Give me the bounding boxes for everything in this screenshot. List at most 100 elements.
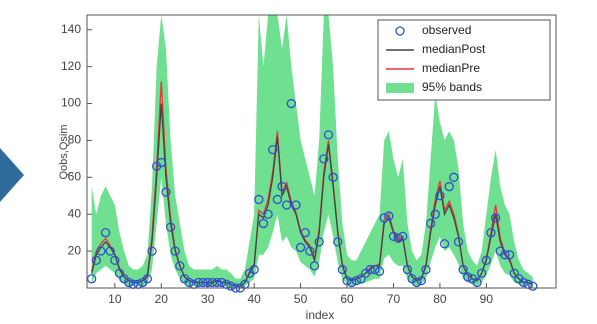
observed-point (305, 246, 315, 256)
observed-point (114, 268, 125, 278)
observed-point (356, 274, 366, 284)
observed-point (193, 277, 204, 288)
observed-point (319, 154, 329, 164)
observed-point (217, 277, 227, 288)
y-tick-label: 80 (68, 133, 82, 147)
observed-point (416, 275, 426, 286)
observed-point (374, 266, 385, 277)
observed-point (226, 281, 236, 291)
x-tick-label: 60 (340, 292, 354, 306)
observed-point (212, 277, 222, 288)
observed-point (398, 231, 408, 242)
observed-point (528, 281, 538, 291)
observed-point (347, 277, 357, 288)
observed-point (110, 255, 120, 265)
observed-point (444, 181, 454, 192)
observed-point (198, 277, 208, 288)
observed-point (370, 264, 380, 275)
observed-point (314, 237, 324, 247)
plot-frame (86, 14, 557, 289)
observed-point (105, 246, 115, 256)
legend-label: medianPost (422, 42, 486, 56)
observed-point (518, 277, 529, 288)
observed-point (472, 277, 482, 288)
observed-point (453, 237, 464, 247)
y-axis-label: Qobs,Qsim (58, 124, 70, 179)
observed-point (258, 218, 269, 229)
observed-point (486, 228, 496, 238)
x-tick-label: 70 (387, 292, 401, 306)
observed-point (161, 187, 171, 197)
x-tick-label: 20 (155, 292, 169, 306)
x-tick-label: 90 (480, 292, 494, 306)
observed-point (272, 194, 283, 205)
observed-point (388, 231, 399, 242)
observed-point (100, 228, 111, 238)
observed-point (91, 255, 101, 265)
legend-label: 95% bands (422, 80, 482, 94)
observed-point (435, 191, 445, 201)
observed-point (96, 246, 106, 256)
observed-point (384, 211, 394, 221)
observed-point (477, 268, 487, 278)
observed-point (504, 250, 515, 260)
observed-point (412, 277, 422, 288)
observed-point (286, 98, 296, 109)
observed-point (337, 264, 348, 275)
observed-point (124, 277, 134, 288)
observed-point (351, 275, 361, 286)
observed-point (249, 264, 259, 275)
x-tick-label: 50 (294, 292, 308, 306)
observed-point (300, 228, 310, 238)
y-tick-label: 20 (68, 243, 82, 257)
observed-point (481, 255, 491, 265)
observed-point (379, 213, 389, 223)
observed-point (500, 250, 510, 260)
observed-point (263, 209, 273, 219)
observed-point (282, 200, 292, 210)
band-area (91, 15, 533, 288)
observed-point (490, 213, 501, 223)
observed-point (421, 264, 431, 275)
legend-label: observed (422, 23, 471, 37)
observed-point (170, 246, 180, 256)
x-tick-label: 10 (108, 292, 122, 306)
observed-point (333, 237, 343, 247)
observed-point (449, 172, 459, 182)
y-tick-label: 40 (68, 206, 82, 220)
observed-point (277, 181, 287, 192)
observed-point (86, 274, 97, 284)
observed-point (509, 268, 519, 278)
legend-label: medianPre (422, 61, 480, 75)
observed-point (430, 209, 440, 219)
observed-point (365, 264, 375, 275)
observed-point (463, 272, 473, 282)
observed-point (328, 172, 338, 182)
x-tick-label: 80 (433, 292, 447, 306)
y-tick-label: 100 (61, 96, 81, 110)
observed-point (156, 157, 166, 168)
decor-arrow (0, 148, 24, 202)
observed-point (309, 261, 320, 271)
y-tick-label: 120 (61, 59, 81, 73)
x-tick-label: 30 (201, 292, 215, 306)
observed-point (254, 194, 264, 205)
observed-point (291, 200, 301, 210)
y-tick-label: 140 (61, 22, 81, 36)
x-tick-label: 40 (247, 292, 261, 306)
observed-point (147, 246, 157, 256)
legend-marker (395, 26, 405, 36)
observed-point (165, 222, 176, 232)
y-tick-label: 60 (68, 169, 82, 183)
observed-point (458, 264, 468, 275)
legend-patch (386, 83, 414, 93)
observed-point (268, 145, 278, 155)
observed-point (295, 242, 306, 253)
observed-point (184, 277, 194, 288)
observed-point (323, 130, 334, 140)
observed-point (439, 239, 450, 249)
observed-point (393, 233, 403, 243)
x-axis-label: index (306, 308, 335, 322)
observed-point (207, 277, 218, 288)
